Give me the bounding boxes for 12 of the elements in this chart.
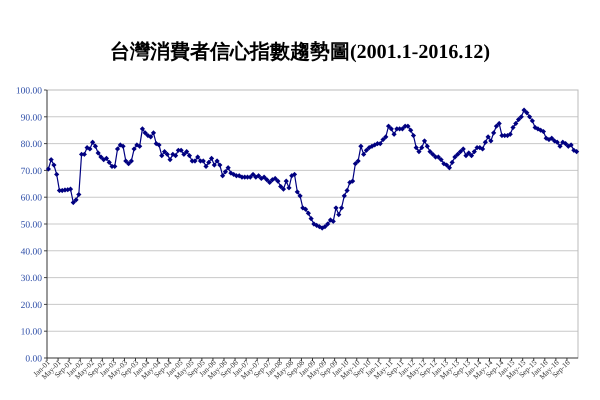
- y-tick-label: 80.00: [20, 140, 42, 150]
- y-tick-label: 10.00: [20, 328, 42, 338]
- y-tick-label: 40.00: [20, 247, 42, 258]
- y-tick-label: 100.00: [16, 86, 42, 96]
- y-tick-label: 30.00: [20, 274, 42, 284]
- y-tick-label: 50.00: [20, 220, 42, 230]
- chart-title: 台灣消費者信心指數趨勢圖(2001.1-2016.12): [110, 40, 490, 63]
- y-tick-label: 60.00: [20, 194, 42, 204]
- y-tick-label: 90.00: [20, 113, 42, 124]
- y-tick-label: 70.00: [20, 166, 42, 177]
- y-tick-label: 0.00: [25, 354, 42, 364]
- y-tick-label: 20.00: [20, 300, 42, 311]
